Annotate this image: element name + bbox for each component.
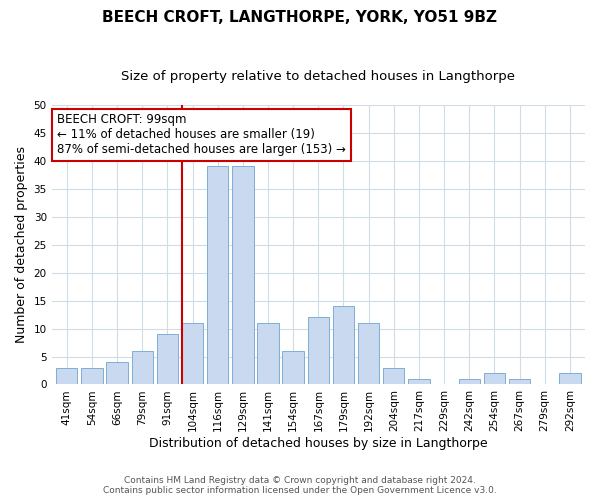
Y-axis label: Number of detached properties: Number of detached properties bbox=[15, 146, 28, 343]
Bar bbox=[509, 379, 530, 384]
Text: BEECH CROFT, LANGTHORPE, YORK, YO51 9BZ: BEECH CROFT, LANGTHORPE, YORK, YO51 9BZ bbox=[103, 10, 497, 25]
Bar bbox=[257, 323, 279, 384]
Bar bbox=[232, 166, 254, 384]
Bar bbox=[131, 351, 153, 384]
Text: BEECH CROFT: 99sqm
← 11% of detached houses are smaller (19)
87% of semi-detache: BEECH CROFT: 99sqm ← 11% of detached hou… bbox=[57, 114, 346, 156]
Bar bbox=[383, 368, 404, 384]
Bar bbox=[157, 334, 178, 384]
Bar bbox=[207, 166, 229, 384]
Title: Size of property relative to detached houses in Langthorpe: Size of property relative to detached ho… bbox=[121, 70, 515, 83]
Bar bbox=[559, 374, 581, 384]
Bar bbox=[308, 318, 329, 384]
Bar bbox=[106, 362, 128, 384]
Bar bbox=[182, 323, 203, 384]
Text: Contains HM Land Registry data © Crown copyright and database right 2024.
Contai: Contains HM Land Registry data © Crown c… bbox=[103, 476, 497, 495]
Bar bbox=[458, 379, 480, 384]
Bar bbox=[56, 368, 77, 384]
X-axis label: Distribution of detached houses by size in Langthorpe: Distribution of detached houses by size … bbox=[149, 437, 488, 450]
Bar bbox=[484, 374, 505, 384]
Bar bbox=[283, 351, 304, 384]
Bar bbox=[358, 323, 379, 384]
Bar bbox=[408, 379, 430, 384]
Bar bbox=[81, 368, 103, 384]
Bar bbox=[333, 306, 354, 384]
